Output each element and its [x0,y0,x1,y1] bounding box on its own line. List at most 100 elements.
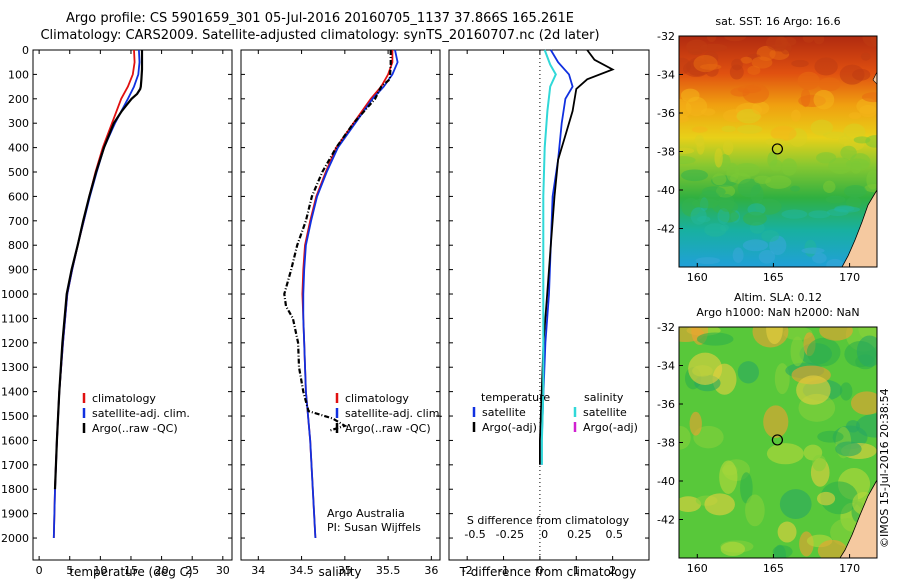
sst-texture [747,65,761,76]
sst-texture [823,180,836,193]
sst-texture [845,158,870,170]
sst-texture [688,48,703,56]
sst-texture [770,125,797,142]
argo-location-marker [771,434,784,446]
sst-texture [790,109,801,122]
sst-texture [852,68,871,81]
t-difference-xlabel: T difference from climatology [459,565,637,579]
sst-texture [848,112,862,119]
map-x-tick-label: 165 [763,271,784,284]
sst-texture [740,56,753,64]
sst-texture [814,57,838,76]
sst-texture [843,123,866,141]
sst-texture [866,170,877,190]
y-tick-label: 300 [8,117,29,130]
y-tick-label: 900 [8,264,29,277]
sst-texture [679,99,692,119]
legend-label: satellite [482,406,526,419]
sst-texture [810,119,834,136]
sst-texture [723,36,747,42]
sst-texture [736,124,763,134]
sla-texture [817,430,844,443]
map-y-tick-label: -38 [657,146,675,159]
map-y-tick-label: -40 [657,184,675,197]
sst-texture [680,169,709,182]
y-tick-label: 700 [8,215,29,228]
map-y-tick-label: -34 [657,360,675,373]
sst-texture [767,151,778,168]
y-tick-label: 1200 [1,337,29,350]
sst-texture [717,208,730,225]
map-x-tick-label: 160 [687,562,708,575]
salinity-xlabel: salinity [318,565,361,579]
x-top-tick-label: -0.5 [464,528,485,541]
x-tick-label: 20 [155,564,169,577]
sla-texture [790,336,805,367]
sla-texture [812,454,827,472]
x-tick-label: 15 [124,564,138,577]
sst-texture [742,239,769,252]
sla-texture [817,539,848,558]
sst-texture [679,57,691,75]
sla-map-title-line1: Altim. SLA: 0.12 [734,291,822,304]
x-tick-label: 25 [185,564,199,577]
sst-texture [813,36,825,45]
temperature-xlabel: temperature (deg C) [69,565,192,579]
x-tick-label: 1 [573,564,580,577]
sst-texture [840,145,857,160]
x-top-tick-label: -0.25 [496,528,524,541]
annotation-line1: Argo Australia [327,507,405,520]
x-tick-label: -2 [462,564,473,577]
sla-texture [693,425,724,449]
sst-texture [691,126,708,133]
sla-texture [856,335,877,367]
sst-texture [690,207,707,225]
map-y-tick-label: -34 [657,69,675,82]
series-line-2 [283,50,392,432]
sla-texture [679,496,702,513]
x-top-tick-label: 0 [541,528,548,541]
sla-texture [745,494,765,527]
sst-texture [765,138,786,146]
sst-texture [808,210,831,219]
sla-texture [696,332,734,346]
sst-texture [765,175,792,189]
salinity-panel: 34 34.5 35 35.5 36 climatology satellite-adj.… [240,49,443,579]
sst-texture [722,140,734,156]
y-tick-label: 1900 [1,508,29,521]
sst-texture [742,84,770,104]
sst-texture [860,52,871,61]
sst-texture [843,184,867,198]
map-x-tick-label: 170 [839,271,860,284]
sst-texture [729,64,744,80]
sst-texture [802,36,815,43]
sst-texture [790,185,801,192]
sla-texture [816,491,836,506]
sla-texture [839,382,853,401]
temperature-panel-frame [32,49,233,561]
sla-texture [704,493,735,516]
sst-texture [781,158,798,176]
sst-texture [706,36,717,43]
sla-texture [737,361,759,384]
sst-texture [704,223,727,237]
sst-texture [791,59,809,68]
sla-texture [777,521,797,543]
x-top-tick-label: 0.25 [567,528,592,541]
sla-texture [820,481,859,515]
map-y-tick-label: -36 [657,398,675,411]
sst-texture [818,77,841,92]
y-tick-label: 1300 [1,361,29,374]
sst-texture [734,162,760,177]
sst-texture [765,36,789,51]
series-line-2 [53,50,144,490]
sst-texture [679,147,695,154]
sst-texture [800,88,811,108]
s-difference-xlabel: S difference from climatology [467,514,630,527]
sst-texture [695,257,721,265]
sst-texture [694,134,705,147]
coastline-land [839,479,877,558]
sst-texture [680,88,700,103]
legend-heading-salinity: salinity [584,391,624,404]
sst-texture [781,209,808,219]
